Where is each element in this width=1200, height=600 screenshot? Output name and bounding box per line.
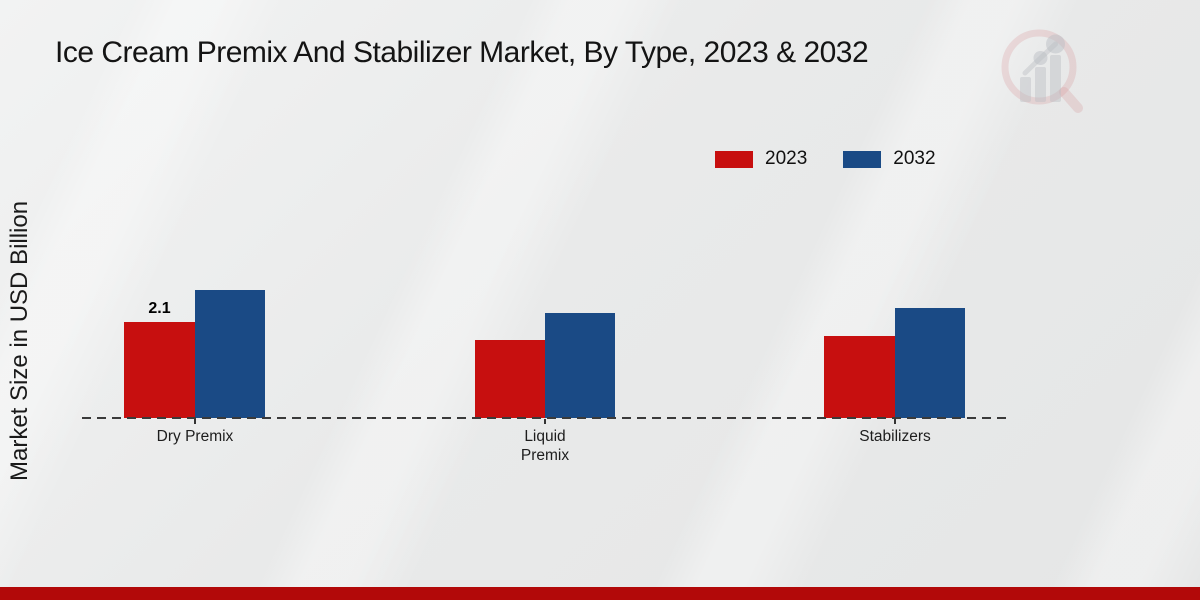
y-axis-label: Market Size in USD Billion xyxy=(6,200,33,481)
value-label-dry-premix-2023: 2.1 xyxy=(148,300,171,317)
axis-tick-dry-premix xyxy=(194,419,196,424)
axis-tick-liquid-premix xyxy=(544,419,546,424)
bar-dry-premix-2032 xyxy=(195,290,265,418)
magnifier-ring-icon xyxy=(1001,29,1077,105)
x-axis-baseline xyxy=(82,417,1007,419)
bar-liquid-premix-2023 xyxy=(475,340,545,418)
mrfr-magnifier-logo-watermark xyxy=(1001,29,1083,113)
logo-bar-tall-icon xyxy=(1050,55,1061,102)
legend-label-2032: 2032 xyxy=(893,148,936,169)
footer-accent-bar xyxy=(0,587,1200,600)
logo-dot-small-icon xyxy=(1033,51,1048,65)
bar-liquid-premix-2032 xyxy=(545,313,615,418)
chart-title: Ice Cream Premix And Stabilizer Market, … xyxy=(55,36,869,69)
bar-stabilizers-2023 xyxy=(824,336,895,418)
category-label-stabilizers: Stabilizers xyxy=(859,428,931,445)
axis-tick-stabilizers xyxy=(894,419,896,424)
legend: 2023 2032 xyxy=(715,148,936,170)
bar-group-stabilizers xyxy=(824,308,965,418)
bar-group-liquid-premix xyxy=(475,313,615,418)
bar-group-dry-premix xyxy=(124,290,265,418)
legend-label-2023: 2023 xyxy=(765,148,808,169)
logo-dot-large-icon xyxy=(1046,34,1065,54)
legend-item-2032: 2032 xyxy=(843,148,936,170)
category-label-dry-premix: Dry Premix xyxy=(156,428,234,445)
legend-swatch-2023 xyxy=(715,150,753,168)
logo-bar-short-icon xyxy=(1020,77,1031,102)
bar-stabilizers-2032 xyxy=(895,308,965,418)
legend-swatch-2032 xyxy=(843,150,882,168)
bar-dry-premix-2023 xyxy=(124,322,195,418)
logo-bar-medium-icon xyxy=(1035,67,1046,102)
legend-item-2023: 2023 xyxy=(715,148,807,170)
magnifier-handle-icon xyxy=(1059,87,1083,113)
logo-trend-line-icon xyxy=(1022,41,1058,76)
category-label-liquid-premix: Liquid Premix xyxy=(520,428,570,465)
